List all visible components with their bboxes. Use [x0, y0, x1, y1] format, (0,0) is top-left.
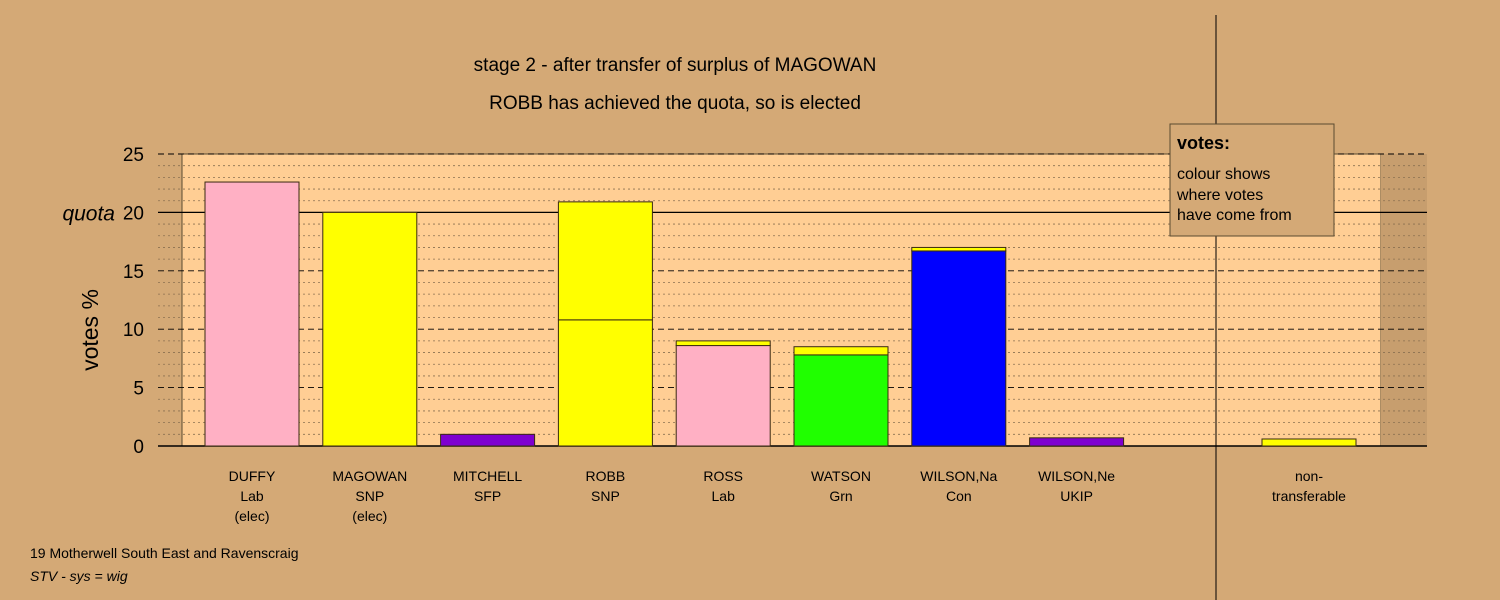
bar-segment-non-transferable	[1261, 438, 1357, 447]
bar-segment-robb	[557, 201, 653, 321]
chart-title: stage 2 - after transfer of surplus of M…	[474, 55, 877, 76]
bar-segment-watson	[793, 346, 889, 356]
plot-area-shaded-region	[1381, 154, 1427, 446]
legend-line: have come from	[1177, 207, 1292, 224]
candidate-name: MITCHELL	[453, 468, 522, 484]
bars	[204, 181, 1357, 447]
y-tick-label: 15	[123, 262, 144, 283]
system-note: STV - sys = wig	[30, 568, 128, 584]
candidate-party: SNP	[355, 488, 384, 504]
bar-segment-mitchell	[440, 433, 536, 447]
nontransferable-label: non-	[1295, 468, 1323, 484]
y-axis-ticks: 0 5 10 15 20 25	[123, 145, 144, 458]
y-tick-label: 10	[123, 320, 144, 341]
legend-line: where votes	[1176, 187, 1263, 204]
bar-segment-wilson-na	[911, 250, 1007, 447]
y-axis-label: votes %	[77, 289, 103, 371]
y-tick-label: 0	[133, 437, 144, 458]
candidate-party: SFP	[474, 488, 501, 504]
candidate-party: Lab	[240, 488, 264, 504]
candidate-name: WILSON,Na	[920, 468, 997, 484]
candidate-name: WILSON,Ne	[1038, 468, 1115, 484]
candidate-party: Grn	[829, 488, 852, 504]
candidate-name: ROBB	[586, 468, 626, 484]
y-tick-label: 25	[123, 145, 144, 166]
candidate-party: Con	[946, 488, 972, 504]
bar-segment-magowan	[322, 211, 418, 447]
candidate-name: MAGOWAN	[332, 468, 407, 484]
constituency-name: 19 Motherwell South East and Ravenscraig	[30, 545, 298, 561]
candidate-name: WATSON	[811, 468, 871, 484]
legend-line: colour shows	[1177, 166, 1270, 183]
candidate-party: SNP	[591, 488, 620, 504]
nontransferable-label: transferable	[1272, 488, 1346, 504]
bar-segment-ross	[675, 345, 771, 447]
bar-segment-wilson-ne	[1029, 437, 1125, 447]
candidate-status: (elec)	[352, 508, 387, 524]
candidate-party: UKIP	[1060, 488, 1093, 504]
chart-subtitle: ROBB has achieved the quota, so is elect…	[489, 93, 861, 114]
bar-segment-watson	[793, 354, 889, 447]
quota-label: quota	[62, 202, 115, 225]
category-labels: DUFFY Lab (elec) MAGOWAN SNP (elec) MITCHELL SF…	[229, 468, 1347, 524]
bar-segment-duffy	[204, 181, 300, 447]
legend-frame	[1169, 123, 1335, 237]
candidate-party: Lab	[712, 488, 736, 504]
legend-box: votes: colour shows where votes have com…	[1169, 123, 1335, 237]
y-tick-label: 20	[123, 203, 144, 224]
bar-segment-robb	[557, 319, 653, 447]
candidate-name: ROSS	[703, 468, 743, 484]
candidate-name: DUFFY	[229, 468, 276, 484]
bar-segment-ross	[675, 340, 771, 347]
bar-segment-wilson-na	[911, 246, 1007, 252]
candidate-status: (elec)	[234, 508, 269, 524]
y-tick-label: 5	[133, 379, 144, 400]
legend-title: votes:	[1177, 133, 1230, 153]
